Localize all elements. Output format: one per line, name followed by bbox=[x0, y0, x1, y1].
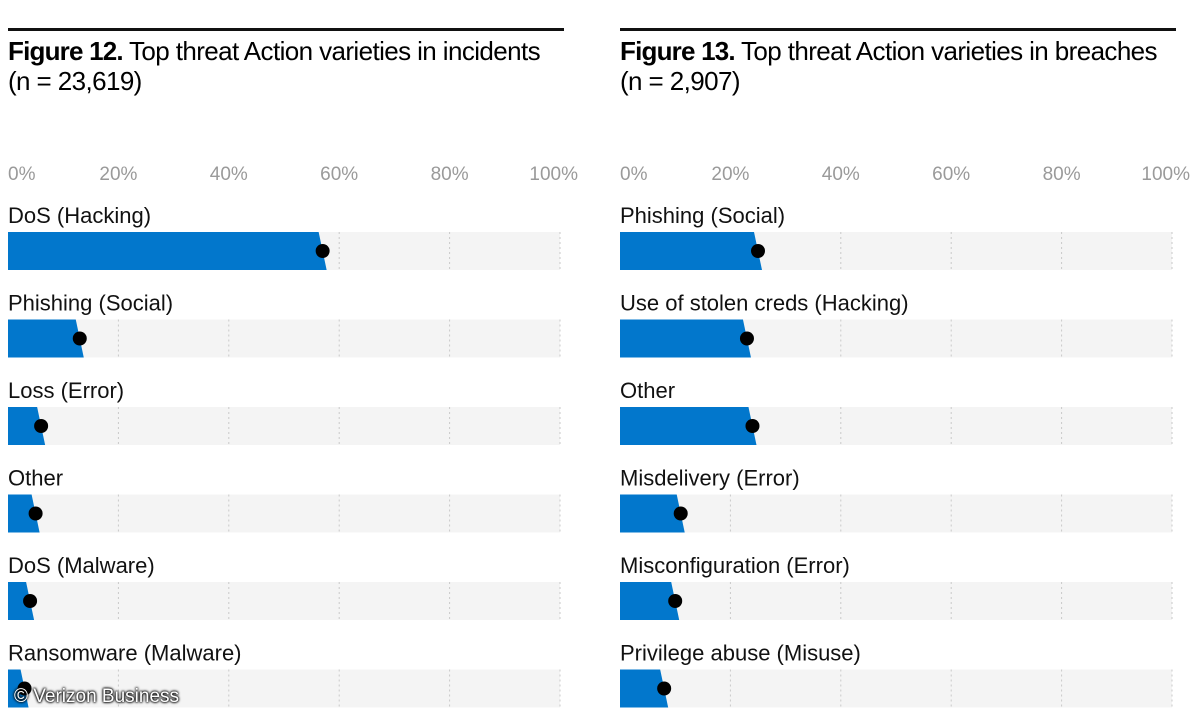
chart-title: Figure 12. Top threat Action varieties i… bbox=[8, 36, 564, 96]
figure-title-text: Top threat Action varieties in incidents… bbox=[8, 36, 541, 96]
bar-value-dot bbox=[23, 594, 38, 608]
bar-value-dot bbox=[17, 681, 32, 696]
bar bbox=[620, 669, 669, 708]
bar-value-dot bbox=[72, 331, 87, 346]
bar bbox=[8, 582, 35, 620]
category-label: Use of stolen creds (Hacking) bbox=[620, 291, 909, 316]
bar-value-dot bbox=[34, 419, 49, 433]
bar-track bbox=[8, 582, 560, 620]
x-tick-label: 20% bbox=[99, 164, 137, 185]
bar-track bbox=[8, 407, 560, 445]
bar-value-dot bbox=[657, 681, 672, 696]
bar-value-dot bbox=[673, 506, 688, 521]
chart-panel-incidents: Figure 12. Top threat Action varieties i… bbox=[8, 0, 578, 720]
x-tick-label: 60% bbox=[320, 164, 358, 185]
x-tick-label: 60% bbox=[932, 164, 970, 185]
bar-value-dot bbox=[745, 419, 760, 433]
bar-track bbox=[620, 669, 1172, 708]
bar-value-dot bbox=[739, 331, 754, 346]
figure-label: Figure 12. bbox=[8, 36, 124, 66]
x-tick-label: 0% bbox=[620, 164, 648, 185]
figure-title-text: Top threat Action varieties in breaches … bbox=[620, 36, 1158, 96]
bar-value-dot bbox=[28, 506, 43, 521]
category-label: Phishing (Social) bbox=[620, 203, 785, 228]
category-label: Other bbox=[620, 378, 675, 403]
bar bbox=[620, 407, 757, 445]
bar-value-dot bbox=[315, 244, 330, 258]
figure-label: Figure 13. bbox=[620, 36, 736, 66]
x-tick-label: 20% bbox=[711, 164, 749, 185]
x-tick-label: 100% bbox=[1141, 164, 1190, 185]
x-tick-label: 40% bbox=[822, 164, 860, 185]
bar bbox=[620, 319, 751, 358]
bar bbox=[8, 319, 84, 358]
bar-chart-breaches: Phishing (Social) Use of stolen creds (Ha… bbox=[620, 164, 1190, 708]
bar-value-dot bbox=[668, 594, 683, 608]
chart-panel-breaches: Figure 13. Top threat Action varieties i… bbox=[620, 0, 1190, 720]
bar bbox=[620, 494, 685, 533]
bar bbox=[8, 494, 40, 533]
bar bbox=[8, 407, 46, 445]
bar-track bbox=[8, 669, 560, 708]
category-label: DoS (Hacking) bbox=[8, 203, 151, 228]
bar-track bbox=[8, 319, 560, 358]
x-tick-label: 80% bbox=[1043, 164, 1081, 185]
category-label: Privilege abuse (Misuse) bbox=[620, 641, 861, 666]
bar-track bbox=[620, 582, 1172, 620]
category-label: Misdelivery (Error) bbox=[620, 466, 800, 491]
chart-title: Figure 13. Top threat Action varieties i… bbox=[620, 36, 1176, 96]
category-label: Loss (Error) bbox=[8, 378, 124, 403]
x-tick-label: 100% bbox=[529, 164, 578, 185]
category-label: DoS (Malware) bbox=[8, 553, 155, 578]
category-label: Other bbox=[8, 466, 63, 491]
top-rule bbox=[8, 28, 564, 31]
x-tick-label: 40% bbox=[210, 164, 248, 185]
category-label: Phishing (Social) bbox=[8, 291, 173, 316]
bar-chart-incidents: DoS (Hacking) Phishing (Social) Loss (Erro… bbox=[8, 164, 578, 708]
bar bbox=[620, 582, 680, 620]
copyright-watermark: © Verizon Business bbox=[14, 686, 180, 707]
top-rule bbox=[620, 28, 1176, 31]
x-tick-label: 80% bbox=[431, 164, 469, 185]
bar-value-dot bbox=[751, 244, 765, 258]
bar bbox=[620, 232, 762, 270]
bar bbox=[8, 232, 327, 270]
category-label: Ransomware (Malware) bbox=[8, 641, 242, 666]
category-label: Misconfiguration (Error) bbox=[620, 553, 850, 578]
x-tick-label: 0% bbox=[8, 164, 36, 185]
bar-track bbox=[8, 494, 560, 533]
bar-track bbox=[620, 494, 1172, 533]
